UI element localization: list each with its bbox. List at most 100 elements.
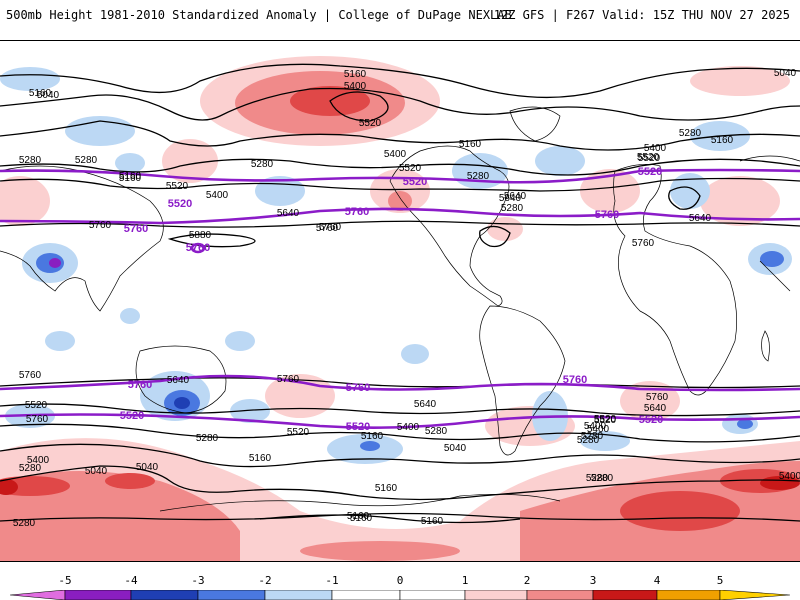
contour-label: 5520 — [594, 415, 617, 426]
contour-label: 5640 — [499, 193, 522, 204]
highlight-contour-label: 5760 — [124, 223, 148, 235]
contour-label: 5280 — [75, 155, 98, 166]
contour-label: 5520 — [594, 414, 617, 425]
colorbar-tick-label: 5 — [716, 574, 724, 587]
contour-label: 5160 — [119, 171, 142, 182]
colorbar-tick-label: 3 — [589, 574, 597, 587]
height-contours — [0, 63, 800, 524]
colorbar-tick-label: 0 — [396, 574, 404, 587]
model-run-info: 12Z GFS | F267 Valid: 15Z THU NOV 27 202… — [493, 8, 790, 22]
colorbar-tick-label: -2 — [258, 574, 272, 587]
colorbar-swatch — [464, 590, 528, 600]
colorbar-swatch — [331, 590, 401, 600]
highlight-contour-label: 5520 — [120, 410, 144, 422]
highlight-contour-label: 5760 — [186, 242, 210, 254]
colorbar: -5 -4 -3 -2 -1 0 1 2 3 4 5 — [0, 568, 800, 600]
contour-label: 5280 — [13, 518, 36, 529]
contour-label: 5760 — [19, 370, 42, 381]
contour-label: 5160 — [249, 453, 272, 464]
contour-label: 5400 — [779, 471, 800, 482]
contour-label: 5160 — [350, 513, 373, 524]
map-title: 500mb Height 1981-2010 Standardized Anom… — [6, 8, 512, 22]
map-canvas: 5160 5040 5400 5520 5160 5280 5400 5520 … — [0, 56, 800, 561]
contour-labels-black: 5160 5040 5400 5520 5160 5280 5400 5520 … — [13, 68, 800, 529]
contour-label: 5160 — [361, 431, 384, 442]
colorbar-swatch — [526, 590, 594, 600]
coastlines — [0, 106, 800, 512]
contour-labels-purple: 5520 5520 5520 5760 5760 5760 5760 5760 … — [120, 166, 663, 433]
contour-label: 5400 — [206, 190, 229, 201]
contour-label: 5520 — [166, 181, 189, 192]
colorbar-swatch — [197, 590, 266, 600]
contour-label: 5400 — [584, 421, 607, 432]
contour-label: 5400 — [397, 422, 420, 433]
contour-label: 5760 — [89, 220, 112, 231]
colorbar-swatch — [130, 590, 199, 600]
contour-label: 5280 — [425, 426, 448, 437]
contour-label: 5760 — [646, 392, 669, 403]
contour-label: 5160 — [119, 173, 142, 184]
colorbar-tick-label: 4 — [653, 574, 661, 587]
highlight-contour-label: 5520 — [403, 176, 427, 188]
contour-label: 5760 — [26, 414, 49, 425]
highlight-contour-label: 5520 — [638, 166, 662, 178]
contour-label: 5280 — [196, 433, 219, 444]
contour-label: 5160 — [459, 139, 482, 150]
colorbar-swatch — [656, 590, 721, 600]
contour-label: 5400 — [587, 424, 610, 435]
colorbar-tick-label: 1 — [461, 574, 469, 587]
contour-label: 5280 — [581, 431, 604, 442]
contour-label: 5520 — [25, 400, 48, 411]
contour-label: 5280 — [19, 155, 42, 166]
contour-label: 5400 — [644, 143, 667, 154]
contour-label: 5040 — [85, 466, 108, 477]
contour-label: 5280 — [591, 473, 614, 484]
anomaly-map[interactable]: 5160 5040 5400 5520 5160 5280 5400 5520 … — [0, 40, 800, 562]
colorbar-max-arrow — [719, 590, 791, 600]
contour-label: 5280 — [577, 435, 600, 446]
contour-label: 5280 — [679, 128, 702, 139]
colorbar-tick-label: -3 — [191, 574, 205, 587]
highlight-contour-label: 5760 — [128, 379, 152, 391]
contour-label: 5520 — [359, 118, 382, 129]
colorbar-swatch — [592, 590, 658, 600]
highlight-contour-label: 5760 — [563, 374, 587, 386]
contour-label: 5520 — [637, 152, 660, 163]
contour-label: 5760 — [277, 374, 300, 385]
contour-label: 5640 — [277, 208, 300, 219]
contour-label: 5160 — [29, 88, 52, 99]
colorbar-swatch — [64, 590, 132, 600]
contour-label: 5640 — [644, 403, 667, 414]
contour-label: 5040 — [774, 68, 797, 79]
contour-label: 5040 — [136, 462, 159, 473]
contour-label: 5400 — [384, 149, 407, 160]
highlight-contour-label: 5760 — [345, 206, 369, 218]
contour-label: 5400 — [344, 81, 367, 92]
contour-label: 5040 — [37, 90, 60, 101]
highlight-contour-label: 5520 — [639, 414, 663, 426]
contour-label: 5160 — [375, 483, 398, 494]
colorbar-swatch — [399, 590, 466, 600]
contour-label: 5280 — [467, 171, 490, 182]
contour-label: 5160 — [344, 69, 367, 80]
colorbar-tick-label: 2 — [523, 574, 531, 587]
contour-label: 5640 — [504, 191, 527, 202]
colorbar-tick-label: -1 — [325, 574, 339, 587]
colorbar-min-arrow — [9, 590, 66, 600]
contour-label: 5280 — [501, 203, 524, 214]
contour-label: 5520 — [399, 163, 422, 174]
positive-anomaly-shading — [0, 56, 800, 561]
contour-label: 5640 — [414, 399, 437, 410]
contour-label: 5280 — [586, 473, 609, 484]
contour-label: 5520 — [638, 153, 661, 164]
highlight-contour-label: 5760 — [595, 209, 619, 221]
contour-label: 5280 — [19, 463, 42, 474]
contour-label: 5760 — [632, 238, 655, 249]
contour-label: 5160 — [711, 135, 734, 146]
highlight-contour-label: 5520 — [346, 421, 370, 433]
contour-label: 5160 — [421, 516, 444, 527]
colorbar-strip — [9, 590, 791, 600]
title-bar: 500mb Height 1981-2010 Standardized Anom… — [0, 0, 800, 40]
colorbar-tick-label: -5 — [58, 574, 72, 587]
colorbar-tick-label: -4 — [124, 574, 138, 587]
